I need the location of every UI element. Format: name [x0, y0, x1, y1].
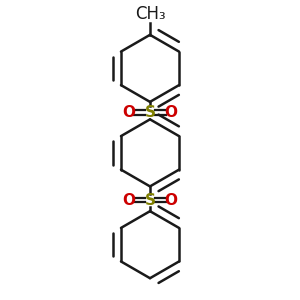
Text: O: O	[122, 105, 136, 120]
Text: O: O	[122, 193, 136, 208]
Text: O: O	[164, 105, 178, 120]
Text: O: O	[164, 193, 178, 208]
Text: S: S	[145, 105, 155, 120]
Text: CH₃: CH₃	[135, 4, 165, 22]
Text: S: S	[145, 193, 155, 208]
